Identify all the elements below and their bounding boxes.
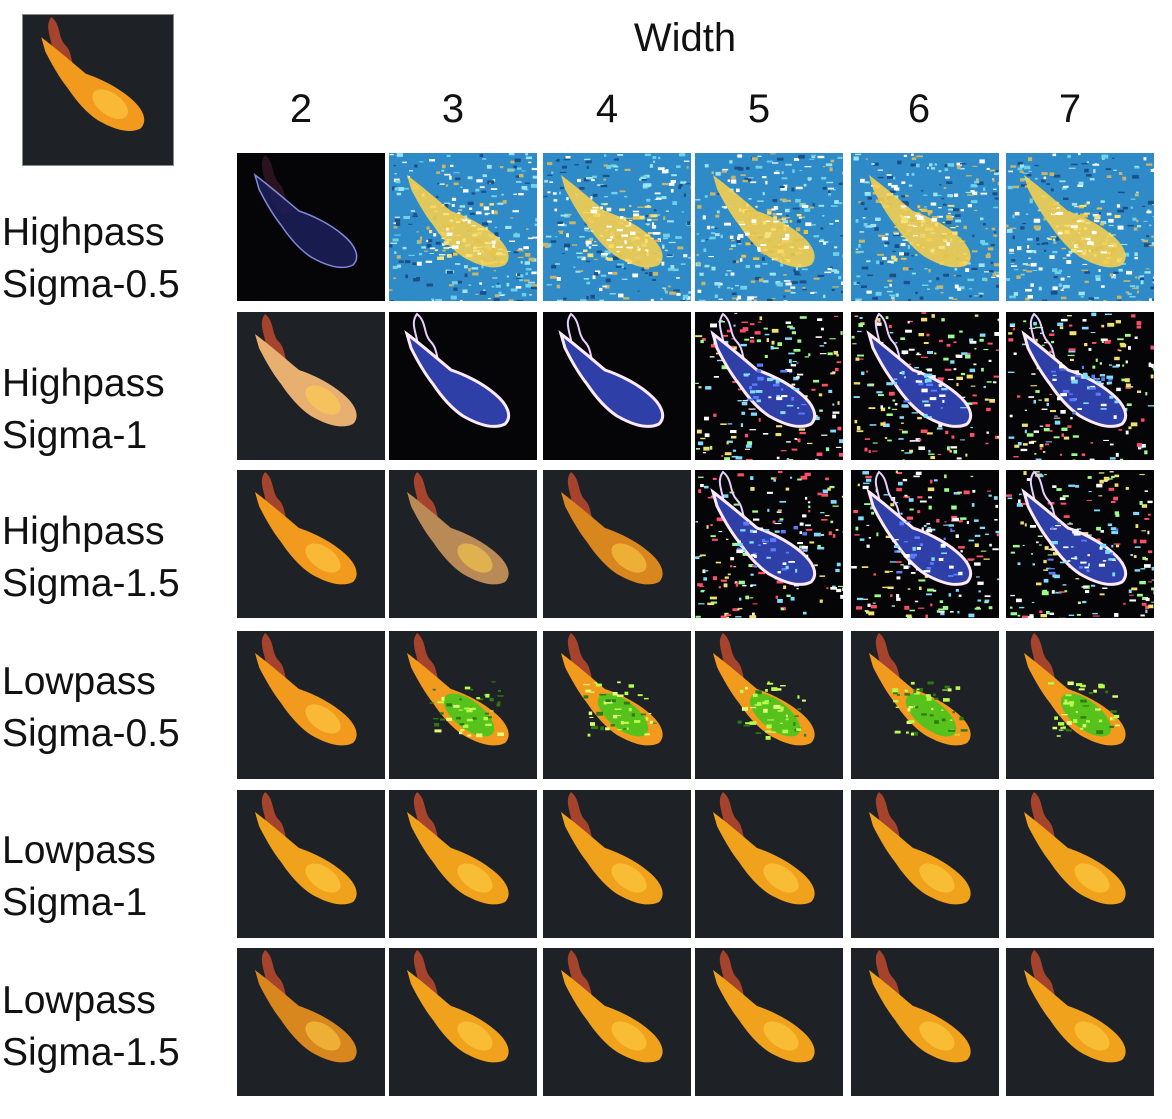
row-label: Lowpass Sigma-0.5 [2, 656, 232, 760]
row-label: Highpass Sigma-1.5 [2, 506, 232, 610]
fish-image [237, 312, 385, 460]
result-thumbnail [389, 790, 537, 938]
fish-image [237, 470, 385, 618]
result-thumbnail [543, 790, 691, 938]
fish-image [695, 312, 843, 460]
result-thumbnail [695, 948, 843, 1096]
result-thumbnail [237, 790, 385, 938]
fish-image [1006, 153, 1154, 301]
column-label: 2 [289, 87, 313, 131]
row-label-sigma: Sigma-1 [2, 881, 148, 924]
result-thumbnail [851, 790, 999, 938]
row-label-filter: Highpass [2, 362, 165, 405]
result-thumbnail [237, 631, 385, 779]
result-thumbnail [543, 153, 691, 301]
result-thumbnail [695, 153, 843, 301]
fish-image [543, 948, 691, 1096]
row-label-filter: Highpass [2, 211, 165, 254]
fish-image [389, 153, 537, 301]
result-thumbnail [1006, 948, 1154, 1096]
fish-image [695, 631, 843, 779]
result-thumbnail [851, 153, 999, 301]
fish-image [1006, 470, 1154, 618]
fish-image [1006, 312, 1154, 460]
result-thumbnail [389, 312, 537, 460]
result-thumbnail [1006, 153, 1154, 301]
result-thumbnail [389, 153, 537, 301]
fish-image [543, 470, 691, 618]
result-thumbnail [543, 948, 691, 1096]
fish-image [851, 631, 999, 779]
fish-image [389, 948, 537, 1096]
result-thumbnail [543, 631, 691, 779]
result-thumbnail [851, 312, 999, 460]
row-label: Highpass Sigma-1 [2, 358, 232, 462]
fish-image [851, 790, 999, 938]
result-thumbnail [389, 948, 537, 1096]
fish-image [543, 790, 691, 938]
fish-image [389, 631, 537, 779]
fish-image [1006, 948, 1154, 1096]
result-thumbnail [1006, 631, 1154, 779]
row-label-sigma: Sigma-0.5 [2, 712, 180, 755]
row-label-sigma: Sigma-1 [2, 414, 148, 457]
fish-image [389, 470, 537, 618]
row-label-sigma: Sigma-1.5 [2, 562, 180, 605]
row-label-filter: Lowpass [2, 660, 156, 703]
result-thumbnail [237, 470, 385, 618]
fish-image [851, 470, 999, 618]
row-label-sigma: Sigma-1.5 [2, 1031, 180, 1074]
result-thumbnail [1006, 790, 1154, 938]
result-thumbnail [1006, 312, 1154, 460]
fish-image [695, 790, 843, 938]
result-thumbnail [1006, 470, 1154, 618]
result-thumbnail [237, 948, 385, 1096]
fish-image [695, 470, 843, 618]
fish-image [1006, 790, 1154, 938]
result-thumbnail [851, 470, 999, 618]
fish-image [695, 948, 843, 1096]
result-thumbnail [695, 631, 843, 779]
fish-image [389, 790, 537, 938]
fish-image [851, 948, 999, 1096]
fish-image [237, 948, 385, 1096]
fish-image [851, 312, 999, 460]
result-thumbnail [389, 631, 537, 779]
fish-image [237, 790, 385, 938]
row-label: Highpass Sigma-0.5 [2, 207, 232, 311]
original-image [22, 14, 174, 166]
fish-image [237, 631, 385, 779]
column-label: 5 [747, 87, 771, 131]
row-label-filter: Highpass [2, 510, 165, 553]
result-thumbnail [851, 631, 999, 779]
result-thumbnail [237, 153, 385, 301]
result-thumbnail [237, 312, 385, 460]
row-label: Lowpass Sigma-1.5 [2, 975, 232, 1079]
column-label: 4 [595, 87, 619, 131]
result-thumbnail [851, 948, 999, 1096]
fish-image [543, 312, 691, 460]
row-label-sigma: Sigma-0.5 [2, 263, 180, 306]
column-label: 6 [907, 87, 931, 131]
fish-image [23, 15, 173, 165]
fish-image [1006, 631, 1154, 779]
fish-image [695, 153, 843, 301]
column-label: 3 [441, 87, 465, 131]
result-thumbnail [695, 470, 843, 618]
fish-image [851, 153, 999, 301]
column-axis-title: Width [633, 16, 737, 60]
result-thumbnail [389, 470, 537, 618]
fish-image [237, 153, 385, 301]
result-thumbnail [695, 790, 843, 938]
result-thumbnail [543, 470, 691, 618]
fish-image [543, 153, 691, 301]
result-thumbnail [543, 312, 691, 460]
row-label: Lowpass Sigma-1 [2, 825, 232, 929]
column-label: 7 [1058, 87, 1082, 131]
row-label-filter: Lowpass [2, 979, 156, 1022]
fish-image [543, 631, 691, 779]
row-label-filter: Lowpass [2, 829, 156, 872]
fish-image [389, 312, 537, 460]
result-thumbnail [695, 312, 843, 460]
